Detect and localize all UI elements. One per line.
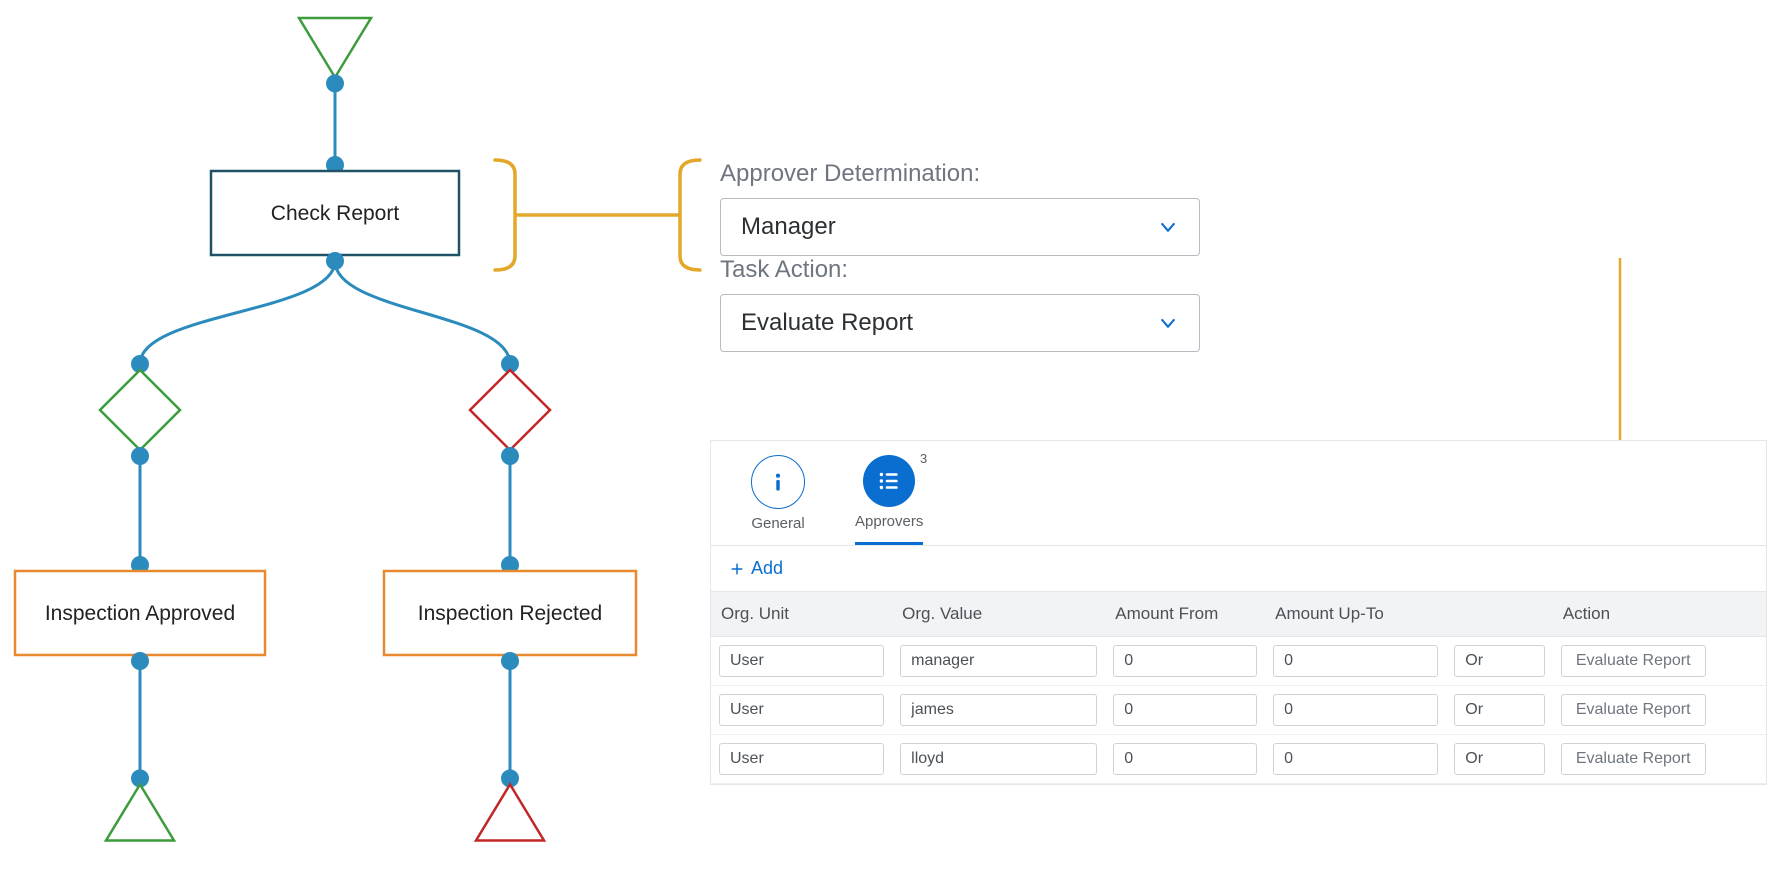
cell-amount-upto[interactable] bbox=[1273, 645, 1438, 677]
chevron-down-icon bbox=[1157, 216, 1179, 238]
list-icon: 3 bbox=[863, 455, 915, 507]
task-action-select[interactable]: Evaluate Report bbox=[720, 294, 1200, 352]
cell-amount-upto[interactable] bbox=[1273, 694, 1438, 726]
table-row: Evaluate Report bbox=[711, 686, 1766, 735]
tab-general-label: General bbox=[751, 515, 804, 532]
tab-approvers[interactable]: 3 Approvers bbox=[855, 455, 923, 545]
cell-org-unit[interactable] bbox=[719, 645, 884, 677]
task-action-label: Task Action: bbox=[720, 256, 1200, 284]
approver-field-group: Approver Determination: Manager bbox=[720, 160, 1200, 256]
col-org-value: Org. Value bbox=[892, 592, 1105, 637]
cell-org-value[interactable] bbox=[900, 694, 1097, 726]
action-button[interactable]: Evaluate Report bbox=[1561, 694, 1706, 726]
info-icon bbox=[751, 455, 805, 509]
svg-text:Inspection Approved: Inspection Approved bbox=[45, 602, 235, 625]
table-row: Evaluate Report bbox=[711, 735, 1766, 784]
add-approver-button[interactable]: Add bbox=[711, 546, 1766, 591]
cell-amount-from[interactable] bbox=[1113, 694, 1257, 726]
approvers-table: Org. Unit Org. Value Amount From Amount … bbox=[711, 591, 1766, 784]
task-action-field-group: Task Action: Evaluate Report bbox=[720, 256, 1200, 352]
table-row: Evaluate Report bbox=[711, 637, 1766, 686]
add-label: Add bbox=[751, 558, 783, 579]
tab-approvers-label: Approvers bbox=[855, 513, 923, 530]
cell-op[interactable] bbox=[1454, 743, 1545, 775]
approvers-count-badge: 3 bbox=[920, 451, 927, 466]
task-config-form: Approver Determination: Manager Task Act… bbox=[720, 160, 1760, 352]
cell-org-value[interactable] bbox=[900, 645, 1097, 677]
tab-general[interactable]: General bbox=[751, 455, 805, 545]
col-op bbox=[1446, 592, 1553, 637]
cell-amount-from[interactable] bbox=[1113, 645, 1257, 677]
approver-label: Approver Determination: bbox=[720, 160, 1200, 188]
cell-org-value[interactable] bbox=[900, 743, 1097, 775]
cell-amount-upto[interactable] bbox=[1273, 743, 1438, 775]
col-org-unit: Org. Unit bbox=[711, 592, 892, 637]
col-amount-upto: Amount Up-To bbox=[1265, 592, 1446, 637]
panel-tabs: General 3 Approvers bbox=[711, 441, 1766, 546]
approver-value: Manager bbox=[741, 213, 836, 241]
plus-icon bbox=[729, 561, 745, 577]
chevron-down-icon bbox=[1157, 312, 1179, 334]
col-amount-from: Amount From bbox=[1105, 592, 1265, 637]
col-action: Action bbox=[1553, 592, 1766, 637]
action-button[interactable]: Evaluate Report bbox=[1561, 743, 1706, 775]
action-button[interactable]: Evaluate Report bbox=[1561, 645, 1706, 677]
svg-text:Inspection Rejected: Inspection Rejected bbox=[418, 602, 602, 625]
table-header-row: Org. Unit Org. Value Amount From Amount … bbox=[711, 592, 1766, 637]
task-action-value: Evaluate Report bbox=[741, 309, 913, 337]
approvers-panel: General 3 Approvers Add Org. Unit Org. bbox=[710, 440, 1767, 785]
cell-op[interactable] bbox=[1454, 694, 1545, 726]
cell-org-unit[interactable] bbox=[719, 743, 884, 775]
approver-select[interactable]: Manager bbox=[720, 198, 1200, 256]
cell-amount-from[interactable] bbox=[1113, 743, 1257, 775]
cell-op[interactable] bbox=[1454, 645, 1545, 677]
svg-text:Check Report: Check Report bbox=[271, 202, 400, 225]
cell-org-unit[interactable] bbox=[719, 694, 884, 726]
